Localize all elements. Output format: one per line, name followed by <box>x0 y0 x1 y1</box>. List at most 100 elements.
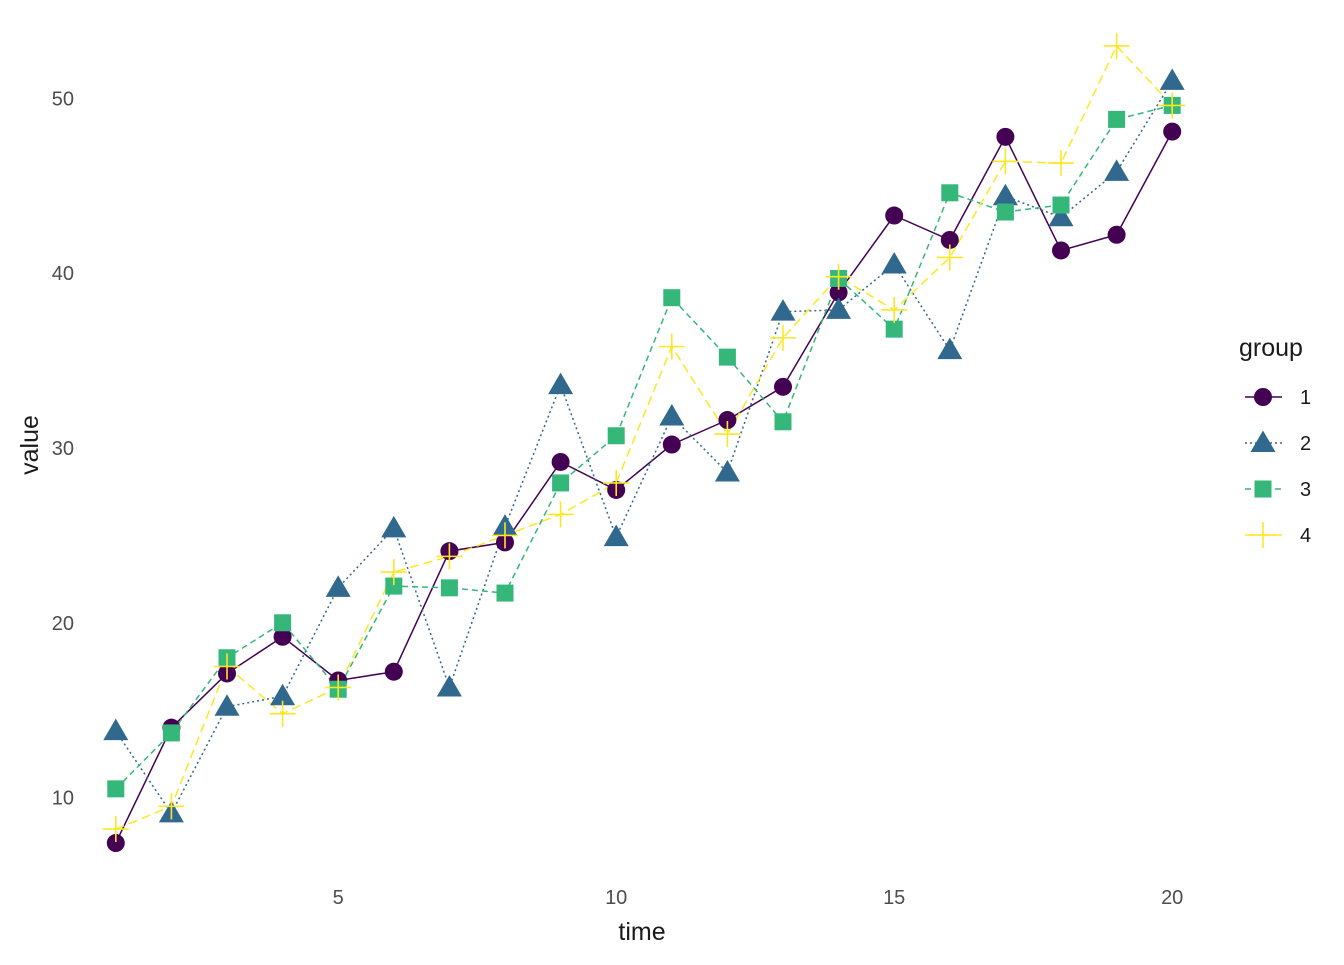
data-point <box>770 324 796 351</box>
data-point <box>214 653 240 680</box>
legend-keys: 1 2 3 4 <box>1245 387 1311 548</box>
data-point <box>718 411 737 430</box>
data-point <box>440 579 458 597</box>
data-point <box>996 203 1014 221</box>
series-points-4 <box>102 32 1186 843</box>
data-point <box>770 299 796 321</box>
series-line-4 <box>115 44 1173 830</box>
y-axis-title: value <box>16 415 44 475</box>
data-point <box>325 674 352 701</box>
data-point <box>1048 204 1074 227</box>
data-point <box>992 183 1018 206</box>
data-point <box>1104 159 1130 181</box>
data-point <box>436 674 462 697</box>
y-tick-label: 30 <box>52 438 74 460</box>
y-tick-label: 20 <box>52 613 74 635</box>
data-point <box>270 683 296 706</box>
data-point <box>607 427 625 445</box>
legend-key-marker <box>1250 430 1276 452</box>
data-point <box>659 404 685 426</box>
legend-key-marker <box>1250 522 1276 548</box>
data-point <box>941 184 959 202</box>
y-tick-label: 50 <box>52 88 74 110</box>
data-point <box>214 694 240 716</box>
legend-label: 4 <box>1300 525 1311 547</box>
data-point <box>992 148 1019 175</box>
data-point <box>774 413 792 431</box>
data-point <box>273 627 292 646</box>
data-point <box>274 614 292 632</box>
data-point <box>1107 225 1126 244</box>
data-point <box>551 452 570 471</box>
data-point <box>714 421 741 448</box>
data-point <box>384 662 403 681</box>
data-point <box>1159 68 1185 90</box>
data-point <box>380 559 407 586</box>
series-points-3 <box>107 96 1181 798</box>
data-point <box>552 474 570 492</box>
data-point <box>663 289 681 307</box>
y-tick-label: 10 <box>52 788 74 810</box>
data-point <box>662 435 681 454</box>
data-point <box>158 793 185 820</box>
series-points-1 <box>106 122 1182 853</box>
data-point <box>885 206 904 225</box>
data-point <box>106 834 125 853</box>
x-axis-title: time <box>618 918 665 946</box>
data-point <box>881 296 908 323</box>
legend-key-marker <box>1254 388 1272 406</box>
series-points <box>102 32 1186 853</box>
data-point <box>547 501 574 528</box>
data-point <box>325 575 351 597</box>
series-points-2 <box>103 68 1185 823</box>
data-point <box>603 469 630 496</box>
series-lines <box>115 44 1173 844</box>
data-point <box>774 377 792 396</box>
legend-label: 3 <box>1300 479 1311 501</box>
data-point <box>1163 122 1182 141</box>
series-line-1 <box>115 131 1173 844</box>
legend-label: 1 <box>1300 387 1311 409</box>
data-point <box>102 816 129 843</box>
data-point <box>940 230 959 249</box>
data-point <box>885 320 903 338</box>
data-point <box>269 700 296 727</box>
x-tick-label: 20 <box>1161 887 1183 909</box>
data-point <box>1108 110 1126 128</box>
data-point <box>162 724 180 742</box>
y-tick-label: 40 <box>52 263 74 285</box>
legend-label: 2 <box>1300 433 1311 455</box>
data-point <box>107 780 125 798</box>
series-line-2 <box>115 80 1173 815</box>
x-tick-label: 10 <box>605 887 627 909</box>
data-point <box>103 718 129 741</box>
x-tick-label: 15 <box>883 887 905 909</box>
data-point <box>1103 32 1130 59</box>
data-point <box>603 524 629 547</box>
legend-key-marker <box>1254 480 1272 498</box>
data-point <box>1048 150 1074 177</box>
y-axis-ticks: 10 20 30 40 50 <box>52 88 74 809</box>
data-point <box>936 244 963 271</box>
data-point <box>658 333 685 360</box>
data-point <box>381 515 407 538</box>
data-point <box>829 283 848 302</box>
legend-item-2: 2 <box>1245 430 1311 455</box>
legend-item-3: 3 <box>1245 479 1311 501</box>
legend-title: group <box>1239 334 1303 362</box>
x-tick-label: 5 <box>333 887 344 909</box>
data-point <box>714 459 740 482</box>
series-line-3 <box>115 104 1173 790</box>
data-point <box>1052 241 1070 260</box>
data-point <box>1052 196 1070 214</box>
data-point <box>496 584 514 602</box>
data-point <box>1159 92 1186 119</box>
legend-item-4: 4 <box>1245 522 1311 548</box>
data-point <box>996 127 1015 146</box>
x-axis-ticks: 5 10 15 20 <box>333 887 1184 909</box>
data-point <box>937 337 963 360</box>
data-point <box>548 372 574 395</box>
data-point <box>826 297 852 319</box>
